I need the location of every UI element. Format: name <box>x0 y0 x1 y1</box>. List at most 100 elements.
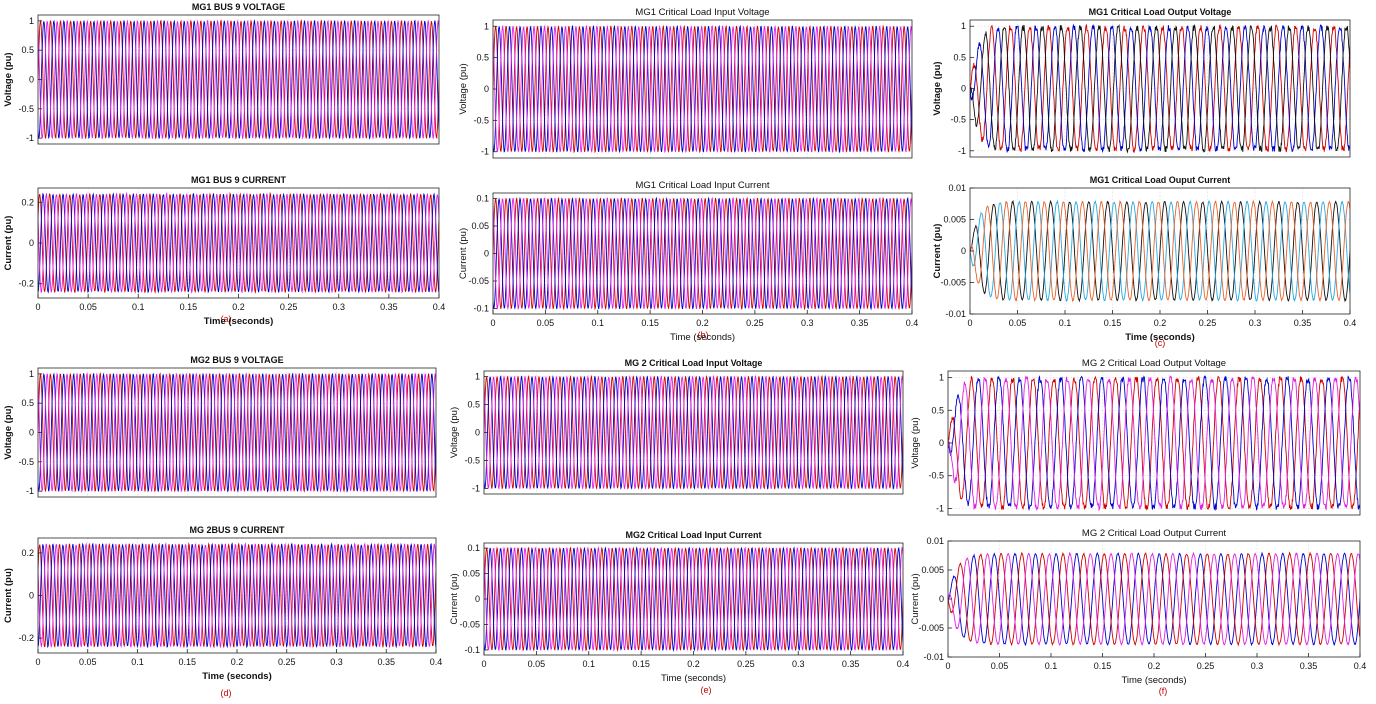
x-tick-label: 0.4 <box>433 302 446 312</box>
x-axis-label: Time (seconds) <box>670 332 735 343</box>
y-axis-label: Current (pu) <box>449 573 460 624</box>
y-tick-label: 1 <box>29 369 34 379</box>
y-tick-label: 0 <box>29 238 34 248</box>
y-tick-label: -0.01 <box>945 309 966 319</box>
series-line-phase-c <box>484 546 903 652</box>
x-tick-label: 0.05 <box>1009 318 1027 328</box>
y-tick-label: -1 <box>472 483 480 493</box>
chart-e2: -0.1 -0.05 0 0.05 0.1 0 0.05 0.1 0.15 0.2 0.25 0.3 0… <box>449 530 909 684</box>
y-tick-label: 0 <box>939 594 944 604</box>
series-line-phase-c <box>484 374 903 491</box>
y-tick-label: 0.005 <box>943 215 966 225</box>
series-line-phase-b <box>948 375 1360 511</box>
x-tick-label: 0 <box>35 302 40 312</box>
y-tick-label: -0.005 <box>940 278 966 288</box>
x-tick-label: 0.3 <box>801 318 814 328</box>
y-tick-label: 0.5 <box>476 53 489 63</box>
series-line-phase-c <box>493 24 912 154</box>
series-line-phase-c <box>38 19 439 140</box>
x-tick-label: 0.25 <box>1197 661 1215 671</box>
x-tick-label: 0.15 <box>632 659 650 669</box>
x-tick-label: 0.05 <box>79 657 97 667</box>
y-tick-label: 0 <box>961 246 966 256</box>
chart-title: MG 2 Critical Load Output Voltage <box>1082 358 1226 369</box>
chart-c1: -1 -0.5 0 0.5 1 MG1 Critical Load Output Volt… <box>932 7 1351 158</box>
y-axis-label: Current (pu) <box>910 573 921 624</box>
series-line-phase-a <box>484 374 903 490</box>
x-tick-label: 0.3 <box>1251 661 1264 671</box>
x-tick-label: 0.05 <box>537 318 555 328</box>
x-tick-label: 0.05 <box>79 302 97 312</box>
y-axis-label: Current (pu) <box>458 228 469 279</box>
series-line-phase-b <box>948 551 1360 647</box>
y-tick-label: 0.2 <box>21 197 34 207</box>
x-tick-label: 0.1 <box>1045 661 1058 671</box>
chart-b2: -0.1 -0.05 0 0.05 0.1 0 0.05 0.1 0.15 0.2 0.25 0.3 0… <box>458 180 918 343</box>
y-tick-label: -0.1 <box>473 304 489 314</box>
x-tick-label: 0.05 <box>991 661 1009 671</box>
y-axis-label: Current (pu) <box>932 224 943 279</box>
x-tick-label: 0.25 <box>746 318 764 328</box>
chart-f1: -1 -0.5 0 0.5 1 MG 2 Critical Load Output Vol… <box>910 358 1361 516</box>
y-tick-label: 0 <box>29 591 34 601</box>
y-tick-label: 0.5 <box>467 400 480 410</box>
series-line-phase-b <box>484 374 903 491</box>
y-tick-label: -1 <box>481 147 489 157</box>
y-tick-label: -1 <box>26 486 34 496</box>
series-line-phase-b <box>484 546 903 652</box>
chart-title: MG1 BUS 9 VOLTAGE <box>192 2 285 12</box>
y-tick-label: 1 <box>961 21 966 31</box>
chart-title: MG1 Critical Load Output Voltage <box>1089 7 1232 17</box>
y-tick-label: 0 <box>475 428 480 438</box>
x-tick-label: 0 <box>490 318 495 328</box>
x-tick-label: 0.15 <box>641 318 659 328</box>
series-line-phase-a <box>38 19 439 140</box>
y-tick-label: 0.05 <box>471 221 489 231</box>
x-tick-label: 0.1 <box>591 318 604 328</box>
y-tick-label: -0.5 <box>950 115 966 125</box>
chart-title: MG1 Critical Load Ouput Current <box>1090 175 1231 185</box>
x-tick-label: 0.35 <box>1294 318 1312 328</box>
series-line-phase-b <box>970 23 1350 154</box>
y-tick-label: -1 <box>26 133 34 143</box>
x-tick-label: 0.15 <box>178 657 196 667</box>
y-tick-label: -0.1 <box>464 645 480 655</box>
x-tick-label: 0.2 <box>232 302 245 312</box>
x-tick-label: 0.35 <box>380 302 398 312</box>
y-tick-label: -0.5 <box>18 104 34 114</box>
y-axis-label: Current (pu) <box>3 216 14 271</box>
x-axis-label: Time (seconds) <box>202 671 272 682</box>
y-tick-label: 0 <box>29 428 34 438</box>
chart-a1: -1 -0.5 0 0.5 1 MG1 BUS 9 VOLTAGE Voltage (pu) <box>3 2 440 145</box>
x-tick-label: 0.4 <box>897 659 910 669</box>
x-tick-label: 0.4 <box>906 318 919 328</box>
y-tick-label: -0.5 <box>18 457 34 467</box>
chart-d2: -0.2 0 0.2 0 0.05 0.1 0.15 0.2 0.25 0.3 0.35 0.4 MG … <box>3 525 442 682</box>
x-tick-label: 0 <box>35 657 40 667</box>
caption-f: (f) <box>1159 686 1168 696</box>
x-tick-label: 0.1 <box>131 657 144 667</box>
x-tick-label: 0.1 <box>132 302 145 312</box>
y-tick-label: 0.1 <box>467 543 480 553</box>
y-tick-label: 0.2 <box>21 548 34 558</box>
y-tick-label: 0.5 <box>931 405 944 415</box>
y-tick-label: 0 <box>939 438 944 448</box>
y-axis-label: Voltage (pu) <box>449 407 460 458</box>
caption-c: (c) <box>1155 338 1166 348</box>
chart-title: MG 2BUS 9 CURRENT <box>189 525 285 535</box>
x-tick-label: 0.15 <box>180 302 198 312</box>
x-tick-label: 0 <box>945 661 950 671</box>
y-axis-label: Voltage (pu) <box>910 417 921 468</box>
chart-title: MG 2 Critical Load Output Current <box>1082 528 1227 539</box>
chart-title: MG1 BUS 9 CURRENT <box>191 175 287 185</box>
x-tick-label: 0.25 <box>280 302 298 312</box>
y-axis-label: Voltage (pu) <box>3 52 14 106</box>
x-tick-label: 0.4 <box>430 657 443 667</box>
y-axis-label: Current (pu) <box>3 568 14 623</box>
series-line-phase-b <box>38 372 436 493</box>
x-axis-label: Time (seconds) <box>1121 675 1186 686</box>
x-tick-label: 0.35 <box>851 318 869 328</box>
x-tick-label: 0.2 <box>687 659 700 669</box>
y-tick-label: 1 <box>475 372 480 382</box>
